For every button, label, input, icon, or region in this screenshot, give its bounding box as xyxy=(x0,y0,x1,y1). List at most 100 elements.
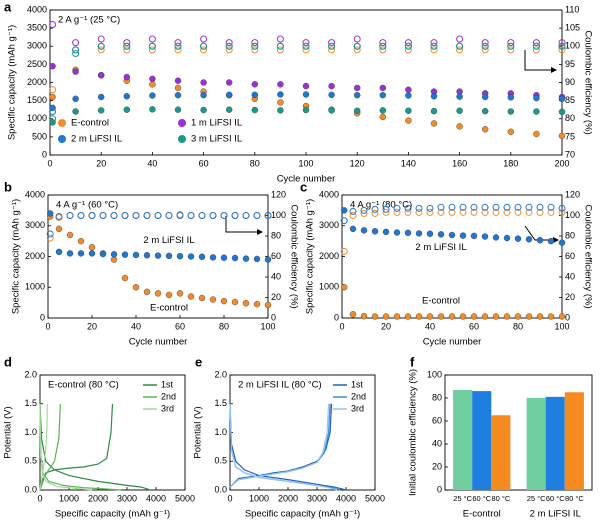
y2-tick-label: 80 xyxy=(565,113,575,123)
capacity-point xyxy=(97,93,105,101)
capacity-point xyxy=(149,81,156,88)
capacity-point xyxy=(72,108,79,115)
y2-axis-label: Coulombic efficiency (%) xyxy=(288,204,299,308)
y2-tick-label: 105 xyxy=(565,23,580,33)
y2-tick-label: 40 xyxy=(565,271,575,281)
efficiency-point xyxy=(507,46,515,54)
legend-label: 2 m LiFSI IL xyxy=(71,134,122,145)
plot-frame xyxy=(444,374,593,491)
efficiency-point xyxy=(492,203,500,211)
capacity-point xyxy=(393,313,401,320)
efficiency-point xyxy=(393,208,401,216)
capacity-point xyxy=(405,117,412,124)
efficiency-point xyxy=(353,42,361,50)
efficiency-point xyxy=(360,206,368,214)
efficiency-point xyxy=(525,208,533,216)
capacity-point xyxy=(404,229,412,237)
series-label: 2 m LiFSI IL xyxy=(143,235,194,246)
capacity-point xyxy=(149,106,156,113)
efficiency-point xyxy=(481,208,489,216)
efficiency-point xyxy=(251,46,259,54)
capacity-point xyxy=(404,313,412,320)
x-tick-label: 0 xyxy=(339,321,344,331)
y2-tick-label: 20 xyxy=(565,292,575,302)
capacity-point xyxy=(360,312,368,320)
bar xyxy=(472,391,492,490)
efficiency-point xyxy=(123,42,131,50)
capacity-point xyxy=(132,284,140,291)
y-tick-label: 3000 xyxy=(27,41,47,51)
efficiency-point xyxy=(55,213,63,221)
capacity-point xyxy=(200,79,207,86)
capacity-point xyxy=(459,232,467,239)
capacity-point xyxy=(349,311,357,318)
y-tick-label: 1.0 xyxy=(24,427,37,437)
y-tick-label: 1.0 xyxy=(214,427,227,437)
y-axis-label: Initial coulombic efficiency (%) xyxy=(408,369,419,496)
efficiency-point xyxy=(382,208,390,216)
efficiency-point xyxy=(148,42,156,50)
capacity-point xyxy=(55,248,63,256)
capacity-point xyxy=(220,297,228,305)
x-tick-label: 5000 xyxy=(175,493,195,503)
efficiency-point xyxy=(514,208,522,216)
y-tick-label: 100 xyxy=(427,369,442,379)
series-label: E-control xyxy=(150,303,188,314)
y-tick-label: 1000 xyxy=(27,113,47,123)
efficiency-point xyxy=(558,42,566,50)
capacity-point xyxy=(123,73,131,81)
efficiency-point xyxy=(302,42,310,50)
x-tick-label: 100 xyxy=(260,321,275,331)
x-tick-label: 80 xyxy=(250,158,260,168)
efficiency-point xyxy=(415,208,423,216)
y-tick-label: 0.0 xyxy=(24,484,37,494)
efficiency-point xyxy=(525,203,533,211)
x-tick-label: 200 xyxy=(554,158,569,168)
capacity-point xyxy=(47,210,54,217)
capacity-point xyxy=(209,296,217,303)
capacity-point xyxy=(328,107,335,114)
efficiency-point xyxy=(251,42,259,50)
efficiency-point xyxy=(503,208,511,216)
capacity-point xyxy=(379,107,386,114)
y-axis-label: Potential (V) xyxy=(3,406,14,458)
efficiency-point xyxy=(437,208,445,216)
capacity-point xyxy=(176,252,184,260)
efficiency-point xyxy=(253,212,261,219)
capacity-point xyxy=(430,93,438,100)
legend-label: 2nd xyxy=(161,391,176,401)
y2-tick-label: 110 xyxy=(565,4,579,14)
bar-group-label: 80 °C xyxy=(491,494,510,503)
y-tick-label: 0 xyxy=(334,312,339,322)
efficiency-point xyxy=(97,42,105,50)
efficiency-point xyxy=(426,204,434,212)
capacity-point xyxy=(470,232,478,240)
x-tick-label: 3000 xyxy=(307,493,327,503)
efficiency-point xyxy=(430,46,438,54)
efficiency-point xyxy=(200,46,208,54)
capacity-point xyxy=(482,107,489,115)
capacity-point xyxy=(456,123,463,130)
capacity-point xyxy=(149,75,156,83)
capacity-point xyxy=(514,313,522,320)
efficiency-point xyxy=(503,203,511,211)
y-tick-label: 0.5 xyxy=(24,456,37,466)
y2-tick-label: 80 xyxy=(565,230,575,240)
efficiency-point xyxy=(481,203,489,211)
efficiency-point xyxy=(328,42,336,50)
x-tick-label: 40 xyxy=(147,158,157,168)
efficiency-point xyxy=(46,230,54,238)
y2-tick-label: 100 xyxy=(271,210,286,220)
x-axis-label: Specific capacity (mAh g⁻¹) xyxy=(245,509,360,520)
efficiency-point xyxy=(148,35,156,43)
efficiency-point xyxy=(328,39,336,47)
efficiency-point xyxy=(404,46,412,54)
efficiency-point xyxy=(459,203,467,211)
series-label: E-control xyxy=(422,295,460,306)
capacity-point xyxy=(154,252,162,259)
annotation: E-control (80 °C) xyxy=(48,380,119,391)
capacity-point xyxy=(354,84,361,92)
bar xyxy=(491,415,511,490)
x-tick-label: 1000 xyxy=(249,493,269,503)
capacity-point xyxy=(456,107,463,114)
